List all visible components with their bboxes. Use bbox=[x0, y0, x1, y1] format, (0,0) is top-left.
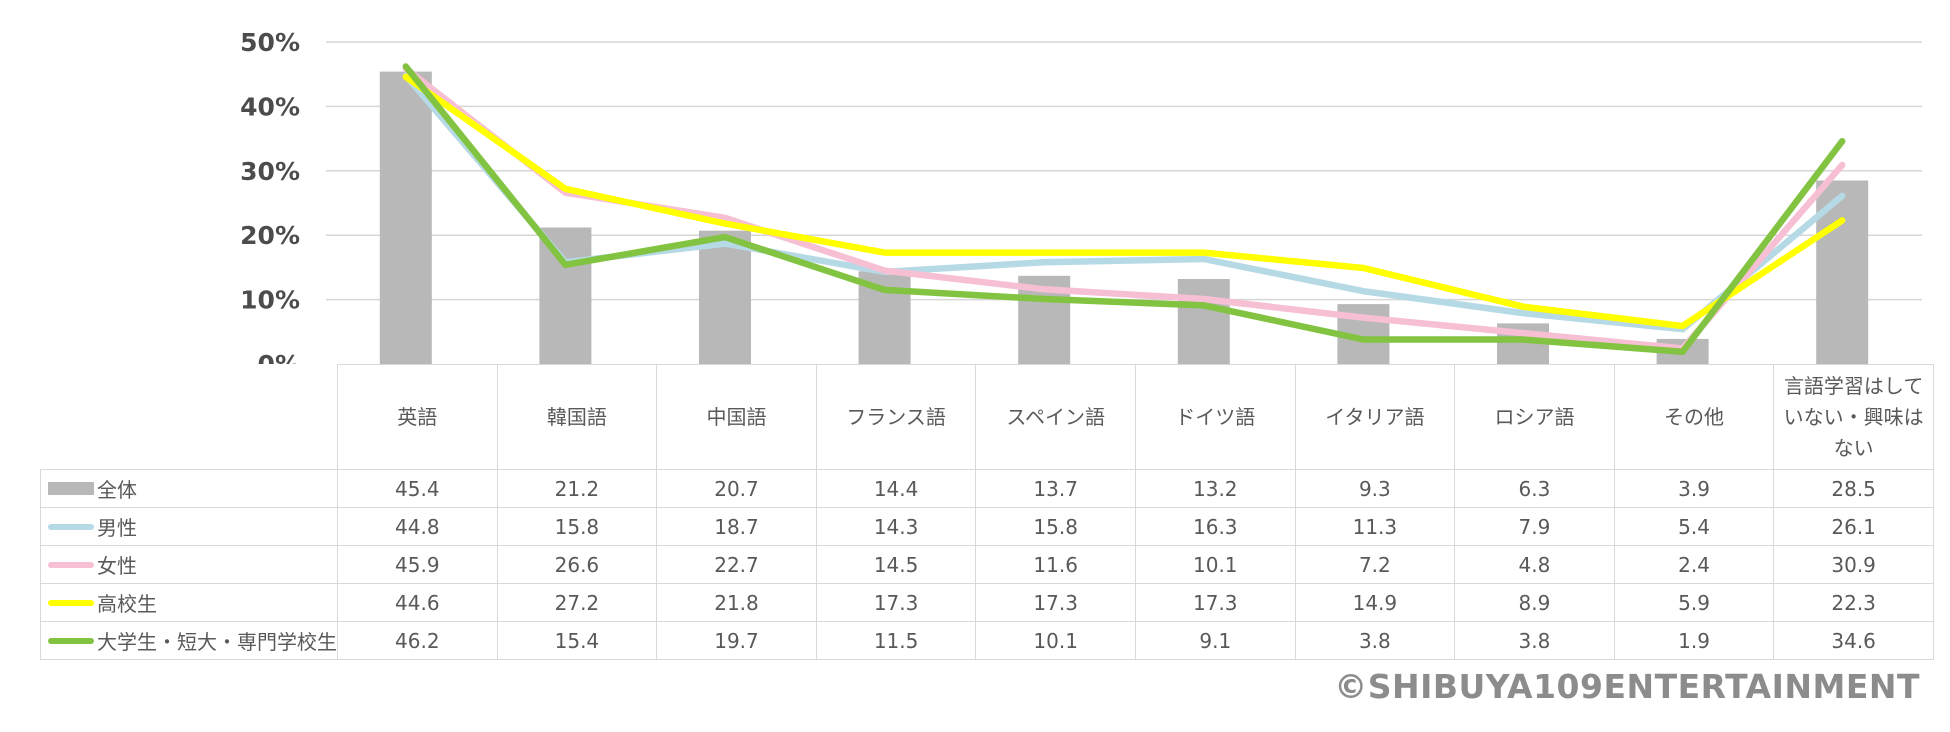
value-cell: 26.1 bbox=[1773, 507, 1934, 546]
value-cell: 11.3 bbox=[1294, 507, 1456, 546]
bar-overall bbox=[379, 71, 432, 364]
combo-chart-plot: 0% 10% 20% 30% 40% 50% bbox=[240, 28, 1922, 368]
y-axis-tick: 0% bbox=[258, 350, 300, 368]
value-cell: 20.7 bbox=[656, 469, 817, 508]
value-cell: 30.9 bbox=[1773, 545, 1934, 584]
value-cell: 28.5 bbox=[1773, 469, 1934, 508]
bar-overall bbox=[539, 227, 592, 364]
value-cell: 8.9 bbox=[1454, 583, 1615, 622]
y-axis-tick: 50% bbox=[240, 28, 300, 57]
value-cell: 45.9 bbox=[337, 545, 498, 584]
value-cell: 15.4 bbox=[496, 621, 658, 660]
value-cell: 11.6 bbox=[975, 545, 1136, 584]
value-cell: 34.6 bbox=[1773, 621, 1934, 660]
value-cell: 16.3 bbox=[1134, 507, 1296, 546]
y-axis-tick: 40% bbox=[240, 92, 300, 121]
value-cell: 5.4 bbox=[1613, 507, 1775, 546]
series-label: 男性 bbox=[97, 516, 137, 540]
table-row-female: 女性 45.9 26.6 22.7 14.5 11.6 10.1 7.2 4.8 2.4 30.9 bbox=[40, 545, 1934, 584]
y-axis-tick: 20% bbox=[240, 221, 300, 250]
value-cell: 6.3 bbox=[1454, 469, 1615, 508]
y-axis-tick: 30% bbox=[240, 157, 300, 186]
value-cell: 9.3 bbox=[1294, 469, 1456, 508]
value-cell: 14.9 bbox=[1294, 583, 1456, 622]
category-header-6: イタリア語 bbox=[1294, 364, 1456, 470]
legend-cell-female: 女性 bbox=[40, 545, 338, 584]
category-header-7: ロシア語 bbox=[1454, 364, 1615, 470]
value-cell: 10.1 bbox=[975, 621, 1136, 660]
category-header-5: ドイツ語 bbox=[1134, 364, 1296, 470]
value-cell: 22.7 bbox=[656, 545, 817, 584]
legend-cell-male: 男性 bbox=[40, 507, 338, 546]
value-cell: 14.4 bbox=[815, 469, 977, 508]
value-cell: 3.8 bbox=[1454, 621, 1615, 660]
value-cell: 3.8 bbox=[1294, 621, 1456, 660]
value-cell: 17.3 bbox=[815, 583, 977, 622]
value-cell: 14.5 bbox=[815, 545, 977, 584]
value-cell: 7.2 bbox=[1294, 545, 1456, 584]
value-cell: 21.8 bbox=[656, 583, 817, 622]
series-label: 女性 bbox=[97, 554, 137, 578]
value-cell: 5.9 bbox=[1613, 583, 1775, 622]
value-cell: 1.9 bbox=[1613, 621, 1775, 660]
legend-swatch-icon bbox=[48, 523, 94, 530]
value-cell: 13.7 bbox=[975, 469, 1136, 508]
table-row-highschool: 高校生 44.6 27.2 21.8 17.3 17.3 17.3 14.9 8.9 5.9 22.… bbox=[40, 583, 1934, 622]
value-cell: 2.4 bbox=[1613, 545, 1775, 584]
value-cell: 3.9 bbox=[1613, 469, 1775, 508]
value-cell: 14.3 bbox=[815, 507, 977, 546]
watermark: ©SHIBUYA109ENTERTAINMENT bbox=[1334, 667, 1920, 706]
value-cell: 11.5 bbox=[815, 621, 977, 660]
bar-overall bbox=[699, 230, 751, 364]
value-cell: 17.3 bbox=[1134, 583, 1296, 622]
value-cell: 10.1 bbox=[1134, 545, 1296, 584]
category-header-1: 韓国語 bbox=[496, 364, 658, 470]
category-header-9: 言語学習はしていない・興味はない bbox=[1773, 364, 1934, 470]
value-cell: 46.2 bbox=[337, 621, 498, 660]
line-college bbox=[402, 63, 1846, 356]
value-cell: 13.2 bbox=[1134, 469, 1296, 508]
bar-overall bbox=[1177, 279, 1230, 364]
table-row-male: 男性 44.8 15.8 18.7 14.3 15.8 16.3 11.3 7.9 5.4 26.1 bbox=[40, 507, 1934, 546]
legend-swatch-icon bbox=[48, 599, 94, 606]
line-highschool bbox=[402, 73, 1846, 330]
value-cell: 15.8 bbox=[496, 507, 658, 546]
legend-cell-college: 大学生・短大・専門学校生 bbox=[40, 621, 338, 660]
value-cell: 44.6 bbox=[337, 583, 498, 622]
category-header-4: スペイン語 bbox=[975, 364, 1136, 470]
value-cell: 4.8 bbox=[1454, 545, 1615, 584]
value-cell: 7.9 bbox=[1454, 507, 1615, 546]
legend-cell-overall: 全体 bbox=[40, 469, 338, 508]
data-table-legend: 英語 韓国語 中国語 フランス語 スペイン語 ドイツ語 イタリア語 ロシア語 その他 言語学習はし… bbox=[40, 364, 1934, 660]
table-row-college: 大学生・短大・専門学校生 46.2 15.4 19.7 11.5 10.1 9.1 3.8 3.… bbox=[40, 621, 1934, 660]
y-axis-tick: 10% bbox=[240, 286, 300, 315]
category-header-2: 中国語 bbox=[656, 364, 817, 470]
table-header-row: 英語 韓国語 中国語 フランス語 スペイン語 ドイツ語 イタリア語 ロシア語 その他 言語学習はし… bbox=[40, 364, 1934, 470]
value-cell: 21.2 bbox=[496, 469, 658, 508]
line-female bbox=[402, 65, 1846, 352]
value-cell: 22.3 bbox=[1773, 583, 1934, 622]
value-cell: 45.4 bbox=[337, 469, 498, 508]
value-cell: 17.3 bbox=[975, 583, 1136, 622]
value-cell: 19.7 bbox=[656, 621, 817, 660]
category-header-0: 英語 bbox=[337, 364, 498, 470]
legend-swatch-icon bbox=[48, 637, 94, 644]
series-label: 大学生・短大・専門学校生 bbox=[97, 630, 337, 654]
value-cell: 27.2 bbox=[496, 583, 658, 622]
value-cell: 44.8 bbox=[337, 507, 498, 546]
value-cell: 15.8 bbox=[975, 507, 1136, 546]
legend-swatch-icon bbox=[48, 482, 94, 495]
category-header-3: フランス語 bbox=[815, 364, 977, 470]
category-header-8: その他 bbox=[1613, 364, 1775, 470]
series-label: 全体 bbox=[97, 478, 137, 502]
table-row-overall: 全体 45.4 21.2 20.7 14.4 13.7 13.2 9.3 6.3 3.9 28.5 bbox=[40, 469, 1934, 508]
series-label: 高校生 bbox=[97, 592, 157, 616]
legend-header-cell bbox=[40, 364, 338, 470]
value-cell: 26.6 bbox=[496, 545, 658, 584]
legend-swatch-icon bbox=[48, 561, 94, 568]
value-cell: 9.1 bbox=[1134, 621, 1296, 660]
value-cell: 18.7 bbox=[656, 507, 817, 546]
legend-cell-highschool: 高校生 bbox=[40, 583, 338, 622]
